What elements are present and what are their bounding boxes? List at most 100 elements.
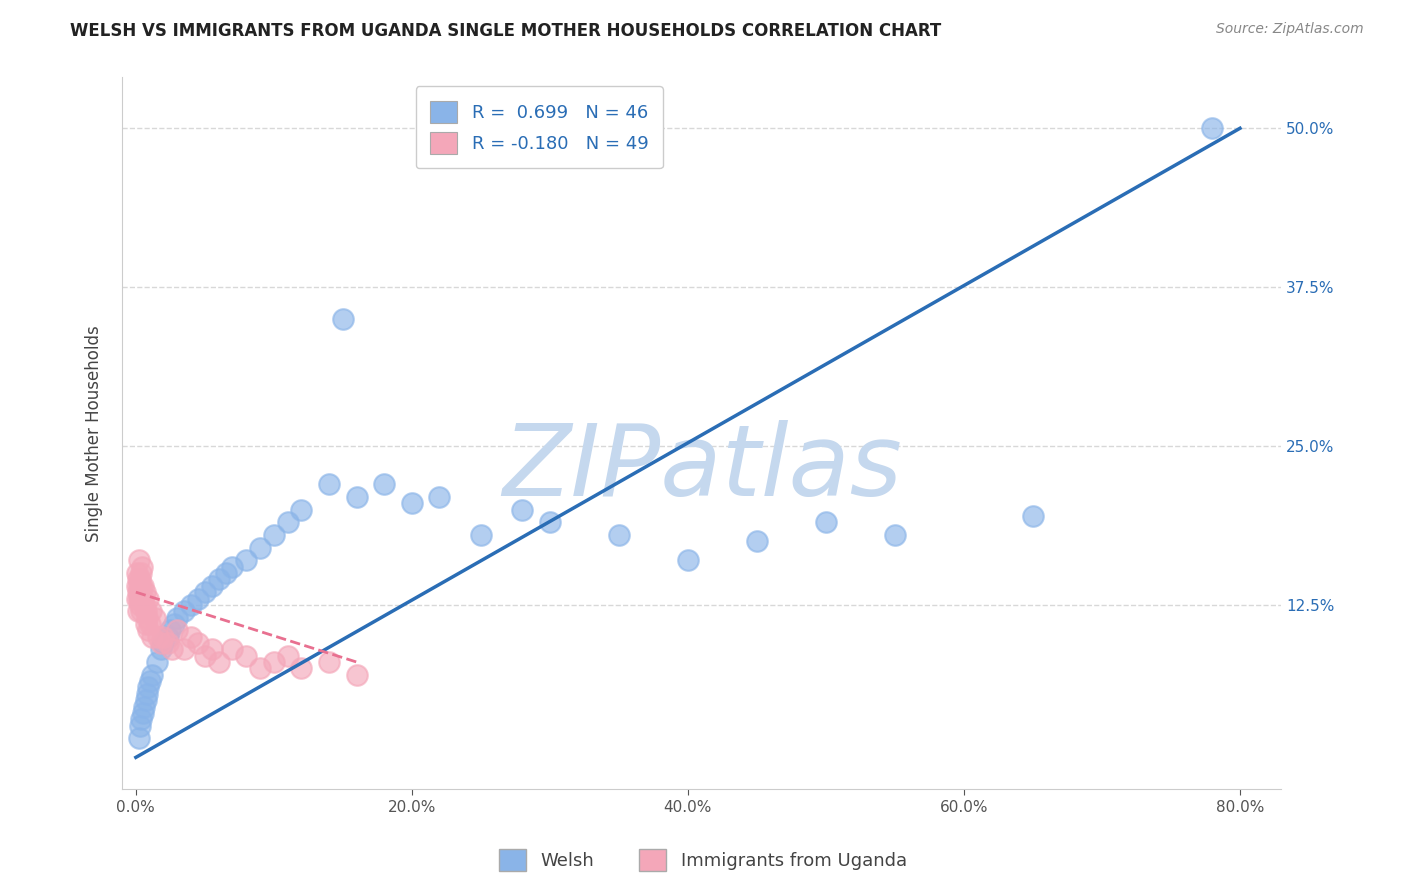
Point (156, 636, 179, 650)
Point (149, 642, 172, 657)
Point (127, 566, 149, 580)
Point (135, 687, 157, 701)
Point (607, 528, 630, 542)
Point (135, 610, 157, 624)
Point (814, 515, 837, 529)
Point (538, 515, 561, 529)
Point (141, 630, 163, 644)
Point (346, 667, 368, 681)
Point (214, 566, 236, 580)
Point (143, 610, 166, 624)
Point (187, 591, 209, 606)
Point (884, 528, 907, 542)
Point (134, 616, 156, 631)
Point (128, 731, 150, 746)
Point (429, 490, 451, 504)
Point (139, 604, 162, 618)
Point (166, 624, 188, 638)
Point (194, 648, 217, 663)
Point (131, 559, 153, 574)
Point (166, 610, 188, 624)
Point (221, 559, 243, 574)
Point (208, 655, 231, 669)
Point (235, 553, 257, 567)
Point (132, 579, 155, 593)
Point (263, 528, 285, 542)
Point (194, 585, 217, 599)
Point (159, 624, 181, 638)
Point (127, 585, 149, 599)
Point (152, 636, 174, 650)
Point (163, 616, 186, 631)
Point (134, 699, 156, 714)
Point (1201, 121, 1223, 136)
Point (187, 636, 209, 650)
Point (129, 591, 152, 606)
Text: Source: ZipAtlas.com: Source: ZipAtlas.com (1216, 22, 1364, 37)
Point (277, 648, 299, 663)
Point (290, 502, 312, 516)
Point (173, 604, 195, 618)
Point (145, 655, 167, 669)
Point (221, 642, 243, 657)
Point (346, 490, 368, 504)
Point (129, 566, 152, 580)
Point (235, 648, 257, 663)
Point (135, 604, 157, 618)
Point (136, 681, 159, 695)
Point (149, 636, 172, 650)
Point (277, 515, 299, 529)
Point (134, 585, 156, 599)
Point (134, 598, 156, 612)
Point (249, 541, 271, 555)
Point (676, 553, 699, 567)
Point (134, 693, 156, 707)
Point (208, 573, 231, 587)
Point (470, 528, 492, 542)
Point (128, 591, 150, 606)
Point (180, 598, 202, 612)
Point (136, 591, 159, 606)
Point (129, 718, 152, 732)
Legend: R =  0.699   N = 46, R = -0.180   N = 49: R = 0.699 N = 46, R = -0.180 N = 49 (416, 87, 664, 169)
Point (249, 661, 271, 675)
Point (152, 630, 174, 644)
Point (160, 642, 183, 657)
Point (373, 477, 395, 491)
Point (128, 553, 150, 567)
Point (138, 616, 160, 631)
Point (136, 624, 159, 638)
Point (128, 598, 150, 612)
Point (332, 312, 354, 326)
Point (131, 604, 153, 618)
Point (146, 630, 169, 644)
Point (263, 655, 285, 669)
Point (745, 534, 768, 549)
Point (1022, 508, 1045, 523)
Point (138, 674, 160, 689)
Point (131, 712, 153, 726)
Text: WELSH VS IMMIGRANTS FROM UGANDA SINGLE MOTHER HOUSEHOLDS CORRELATION CHART: WELSH VS IMMIGRANTS FROM UGANDA SINGLE M… (70, 22, 942, 40)
Point (132, 706, 155, 720)
Point (318, 477, 340, 491)
Point (201, 642, 224, 657)
Point (141, 667, 163, 681)
Legend: Welsh, Immigrants from Uganda: Welsh, Immigrants from Uganda (492, 842, 914, 879)
Point (510, 502, 533, 516)
Point (201, 579, 224, 593)
Point (125, 579, 148, 593)
Point (129, 573, 152, 587)
Point (173, 642, 195, 657)
Point (290, 661, 312, 675)
Point (127, 573, 149, 587)
Point (132, 591, 155, 606)
Point (127, 604, 149, 618)
Point (318, 655, 340, 669)
Point (125, 591, 148, 606)
Point (129, 579, 152, 593)
Point (401, 496, 423, 510)
Point (156, 630, 179, 644)
Point (128, 579, 150, 593)
Y-axis label: Single Mother Households: Single Mother Households (86, 325, 103, 541)
Text: ZIPatlas: ZIPatlas (502, 420, 901, 517)
